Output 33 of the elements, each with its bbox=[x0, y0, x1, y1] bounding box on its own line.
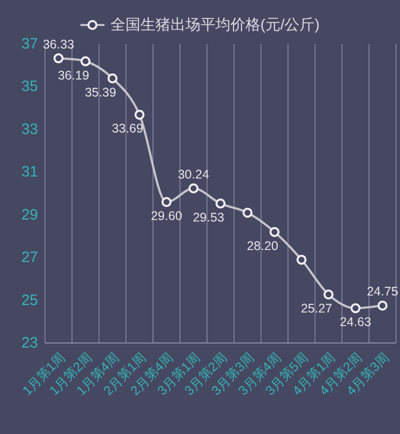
y-tick-label: 33 bbox=[21, 120, 38, 138]
point bbox=[108, 73, 118, 84]
data-label: 24.63 bbox=[340, 315, 372, 330]
point bbox=[80, 56, 90, 66]
y-tick-label: 27 bbox=[21, 249, 38, 266]
data-label: 35.39 bbox=[84, 85, 116, 100]
y-tick-label: 25 bbox=[21, 292, 38, 309]
point bbox=[296, 254, 306, 265]
data-label: 28.20 bbox=[246, 238, 278, 253]
point bbox=[242, 208, 252, 218]
point bbox=[134, 110, 144, 120]
point bbox=[350, 303, 360, 314]
data-label: 29.60 bbox=[150, 209, 182, 224]
data-label: 24.75 bbox=[366, 284, 398, 299]
point bbox=[270, 226, 280, 237]
legend: 全国生猪出场平均价格(元/公斤) bbox=[80, 16, 320, 34]
data-label: 25.27 bbox=[300, 302, 332, 316]
y-tick-label: 29 bbox=[21, 206, 38, 224]
point bbox=[54, 53, 64, 64]
data-label: 36.19 bbox=[58, 68, 90, 82]
point bbox=[162, 197, 172, 208]
data-label: 33.69 bbox=[112, 122, 144, 136]
y-tick-label: 35 bbox=[21, 78, 38, 96]
point bbox=[378, 300, 388, 311]
point bbox=[188, 183, 198, 194]
y-tick-label: 23 bbox=[21, 334, 38, 352]
y-tick-label: 31 bbox=[21, 164, 38, 181]
point bbox=[324, 290, 334, 300]
point bbox=[216, 198, 226, 209]
data-label: 30.24 bbox=[178, 167, 210, 182]
y-tick-label: 37 bbox=[21, 36, 38, 52]
data-label: 36.33 bbox=[42, 37, 74, 52]
data-label: 29.53 bbox=[192, 210, 224, 225]
